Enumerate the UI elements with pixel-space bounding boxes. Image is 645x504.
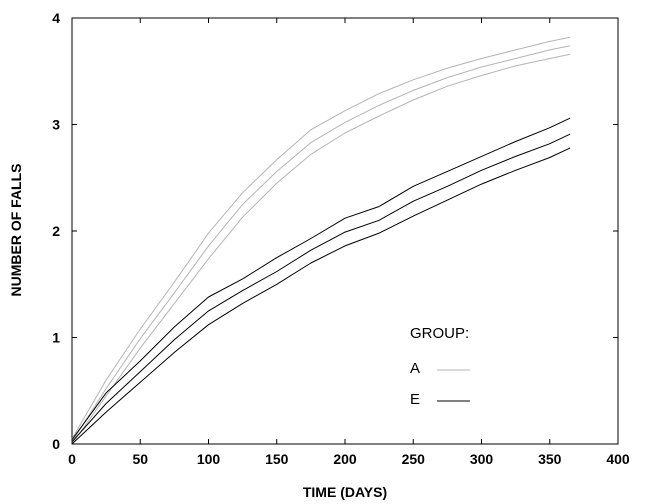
- axis-ticks: [71, 17, 619, 445]
- series-line-e-mid: [71, 133, 571, 443]
- series-line-a-upper: [71, 36, 571, 439]
- x-tick-label-1: 50: [132, 451, 148, 467]
- legend-label-a: A: [410, 360, 420, 377]
- x-tick-label-5: 250: [402, 451, 426, 467]
- legend-label-e: E: [410, 391, 420, 408]
- x-tick-label-3: 150: [265, 451, 289, 467]
- y-axis-title: NUMBER OF FALLS: [8, 164, 24, 297]
- y-tick-label-0: 0: [52, 436, 60, 452]
- tick-labels: 0 50 100 150 200 250 300 350 400 0 1 2 3 4: [52, 10, 630, 467]
- series-line-e-lower: [71, 147, 571, 445]
- series-line-a-lower: [71, 53, 571, 445]
- plot-frame: [71, 17, 619, 445]
- legend-title: GROUP:: [410, 325, 469, 342]
- series-line-e-upper: [71, 117, 571, 440]
- y-tick-label-3: 3: [52, 117, 60, 133]
- x-axis-title: TIME (DAYS): [303, 484, 387, 500]
- x-tick-label-2: 100: [197, 451, 221, 467]
- y-tick-label-1: 1: [52, 330, 60, 346]
- y-tick-label-2: 2: [52, 223, 60, 239]
- y-tick-label-4: 4: [52, 10, 60, 26]
- series-lines: [71, 36, 571, 445]
- x-tick-label-6: 300: [470, 451, 494, 467]
- legend: GROUP: A E: [410, 325, 470, 408]
- x-tick-label-4: 200: [333, 451, 357, 467]
- x-tick-label-8: 400: [606, 451, 630, 467]
- series-line-a-mid: [71, 45, 571, 443]
- x-tick-label-7: 350: [538, 451, 562, 467]
- x-tick-label-0: 0: [68, 451, 76, 467]
